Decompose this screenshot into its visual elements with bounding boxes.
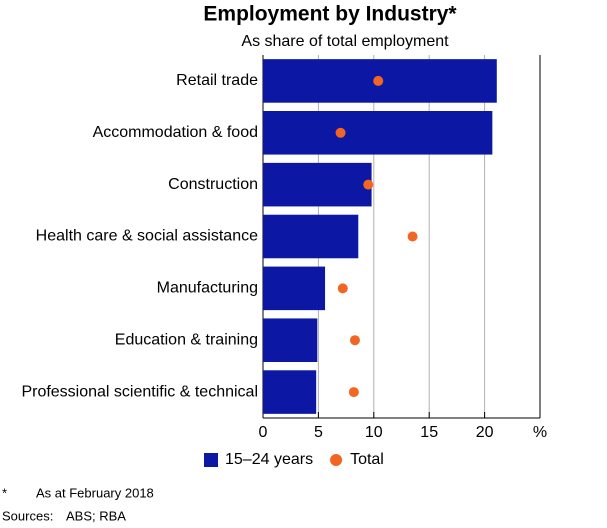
bar [263,111,493,155]
y-tick-label: Manufacturing [157,280,258,297]
x-tick-label: 15 [420,424,438,441]
x-tick-label: 5 [314,424,323,441]
bar [263,370,317,414]
y-tick-label: Health care & social assistance [36,228,258,245]
y-tick-label: Education & training [115,331,258,348]
x-tick-label: % [533,424,547,441]
chart-title: Employment by Industry* [203,3,457,26]
chart-subtitle: As share of total employment [241,33,449,50]
bar [263,214,359,259]
legend-swatch [330,454,343,466]
x-tick-label: 0 [259,424,268,441]
dot [349,335,360,346]
legend-label: Total [350,451,384,468]
legend-swatch [204,453,218,467]
y-tick-label: Construction [168,176,258,193]
footnote-marker: * [2,485,7,500]
dot [335,127,346,138]
footnote-text: As at February 2018 [36,485,154,500]
dot [407,231,418,242]
sources-text: ABS; RBA [66,508,126,523]
bar [263,162,372,207]
dot [363,179,374,190]
x-tick-label: 10 [365,424,383,441]
y-tick-label: Accommodation & food [93,124,258,141]
sources-label: Sources: [2,508,53,523]
dot [337,283,348,294]
bar [263,318,318,362]
y-tick-label: Professional scientific & technical [21,383,258,400]
x-tick-label: 20 [476,424,494,441]
legend-label: 15–24 years [225,451,313,468]
dot [373,75,384,86]
dot [348,387,359,398]
bar [263,266,326,311]
y-tick-label: Retail trade [176,72,258,89]
